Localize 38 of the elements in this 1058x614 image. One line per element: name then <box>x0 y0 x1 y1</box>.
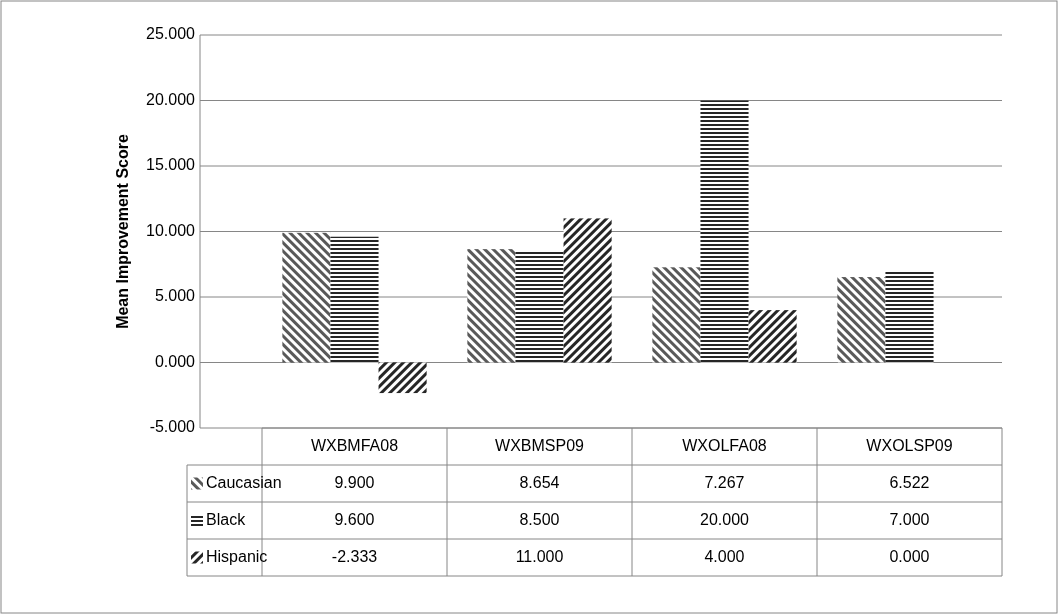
data-label: 11.000 <box>515 547 564 565</box>
bar <box>700 100 749 363</box>
bar <box>652 267 701 363</box>
data-label: 4.000 <box>704 547 745 565</box>
data-label: 8.500 <box>519 510 560 528</box>
data-label: 9.900 <box>334 473 375 491</box>
legend-label: Caucasian <box>206 473 282 491</box>
bar <box>467 249 516 363</box>
bar <box>378 362 427 394</box>
x-tick-label: WXOLFA08 <box>682 436 767 454</box>
y-axis-title: Mean Improvement Score <box>114 134 131 329</box>
bar <box>885 270 934 363</box>
y-tick-label: -5.000 <box>149 418 196 436</box>
legend-label: Hispanic <box>206 547 268 565</box>
x-tick-label: WXOLSP09 <box>866 436 953 454</box>
data-label: -2.333 <box>331 547 378 565</box>
data-label: 8.654 <box>519 473 560 491</box>
legend-label: Black <box>206 510 247 528</box>
x-tick-label: WXBMSP09 <box>495 436 585 454</box>
data-label: 7.000 <box>889 510 930 528</box>
data-label: 0.000 <box>889 547 930 565</box>
y-tick-label: 0.000 <box>154 352 196 370</box>
x-tick-label: WXBMFA08 <box>310 436 399 454</box>
bar <box>563 218 612 363</box>
bar <box>748 310 797 363</box>
data-label: 20.000 <box>700 510 750 528</box>
data-label: 9.600 <box>334 510 375 528</box>
bar <box>837 277 886 363</box>
y-tick-label: 10.000 <box>146 221 196 239</box>
y-tick-label: 25.000 <box>146 25 196 43</box>
bar <box>330 236 379 363</box>
data-label: 7.267 <box>704 473 745 491</box>
y-tick-label: 20.000 <box>146 90 196 108</box>
bar <box>282 232 331 363</box>
y-tick-label: 15.000 <box>146 156 196 174</box>
data-label: 6.522 <box>889 473 930 491</box>
bar <box>515 251 564 363</box>
y-tick-label: 5.000 <box>154 287 196 305</box>
